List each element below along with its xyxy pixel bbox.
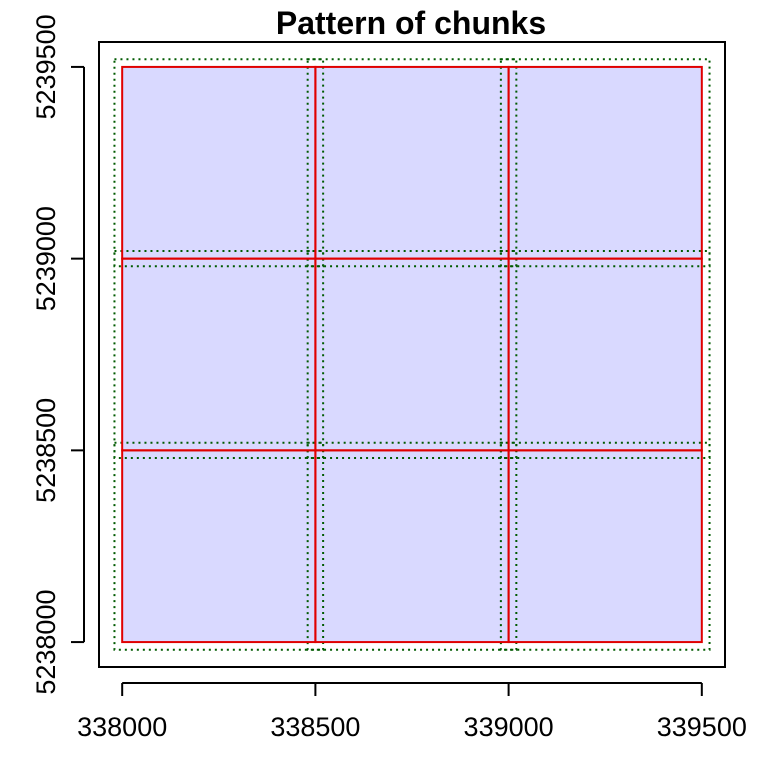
y-tick-label-2: 5238500: [31, 398, 61, 503]
chunk-buffer-3: [499, 58, 711, 268]
y-tick-label-1: 5238000: [31, 590, 61, 695]
chunk-layer: [121, 65, 703, 644]
x-tick-label-3: 339000: [464, 712, 554, 742]
x-tick-label-4: 339500: [657, 712, 747, 742]
x-tick-label-1: 338000: [77, 712, 167, 742]
y-tick-label-3: 5239000: [31, 206, 61, 311]
y-axis: 5238000 5238500 5239000 5239500: [31, 14, 85, 695]
chunk-buffer-2: [306, 58, 518, 268]
background-fill-layer: [122, 66, 702, 643]
extent-fill: [122, 66, 702, 643]
buffer-layer: [113, 58, 711, 651]
chunk-buffer-9: [499, 441, 711, 651]
chart-title: Pattern of chunks: [276, 5, 546, 41]
y-tick-label-4: 5239500: [31, 14, 61, 119]
chunk-buffer-7: [113, 441, 325, 651]
plot-frame: [98, 41, 726, 668]
chunk-buffer-5: [306, 249, 518, 460]
chunk-buffer-4: [113, 249, 325, 460]
chunk-buffer-1: [113, 58, 325, 268]
x-tick-label-2: 338500: [270, 712, 360, 742]
chunk-9: [507, 449, 703, 644]
chunk-buffer-8: [306, 441, 518, 651]
x-axis: 338000 338500 339000 339500: [77, 682, 747, 742]
chunk-buffer-6: [499, 249, 711, 460]
